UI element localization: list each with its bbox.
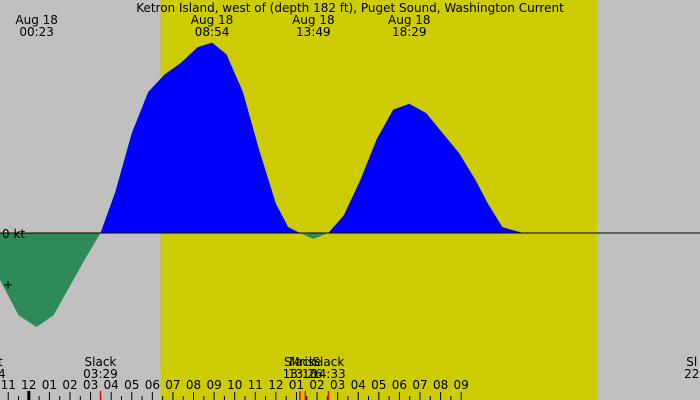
hour-tick-label: 08 — [186, 378, 201, 392]
hour-tick-label: 03 — [330, 378, 345, 392]
bottom-label-time: 22 — [684, 367, 699, 381]
hour-tick-label: 12 — [268, 378, 283, 392]
hour-tick-label: 09 — [206, 378, 221, 392]
top-label-time: 00:23 — [19, 25, 54, 39]
hour-tick-label: 09 — [454, 378, 469, 392]
hour-tick-label: 08 — [433, 378, 448, 392]
top-label-time: 08:54 — [195, 25, 230, 39]
hour-tick-label: 11 — [248, 378, 263, 392]
hour-tick-label: 12 — [21, 378, 36, 392]
hour-tick-label: 06 — [145, 378, 160, 392]
hour-tick-label: 04 — [351, 378, 366, 392]
hour-tick-label: 02 — [309, 378, 324, 392]
hour-tick-label: 11 — [1, 378, 16, 392]
zero-label: 0 kt — [2, 227, 25, 241]
plus-marker: + — [3, 278, 13, 292]
hour-tick-label: 01 — [42, 378, 57, 392]
hour-tick-label: 01 — [289, 378, 304, 392]
hour-tick-label: 04 — [104, 378, 119, 392]
top-label-time: 18:29 — [392, 25, 427, 39]
hour-tick-label: 05 — [124, 378, 139, 392]
hour-tick-label: 10 — [227, 378, 242, 392]
hour-tick-label: 02 — [62, 378, 77, 392]
hour-tick-label: 07 — [412, 378, 427, 392]
top-label-time: 13:49 — [296, 25, 331, 39]
hour-tick-label: 03 — [83, 378, 98, 392]
hour-tick-label: 06 — [392, 378, 407, 392]
hour-tick-label: 05 — [371, 378, 386, 392]
hour-tick-label: 07 — [165, 378, 180, 392]
